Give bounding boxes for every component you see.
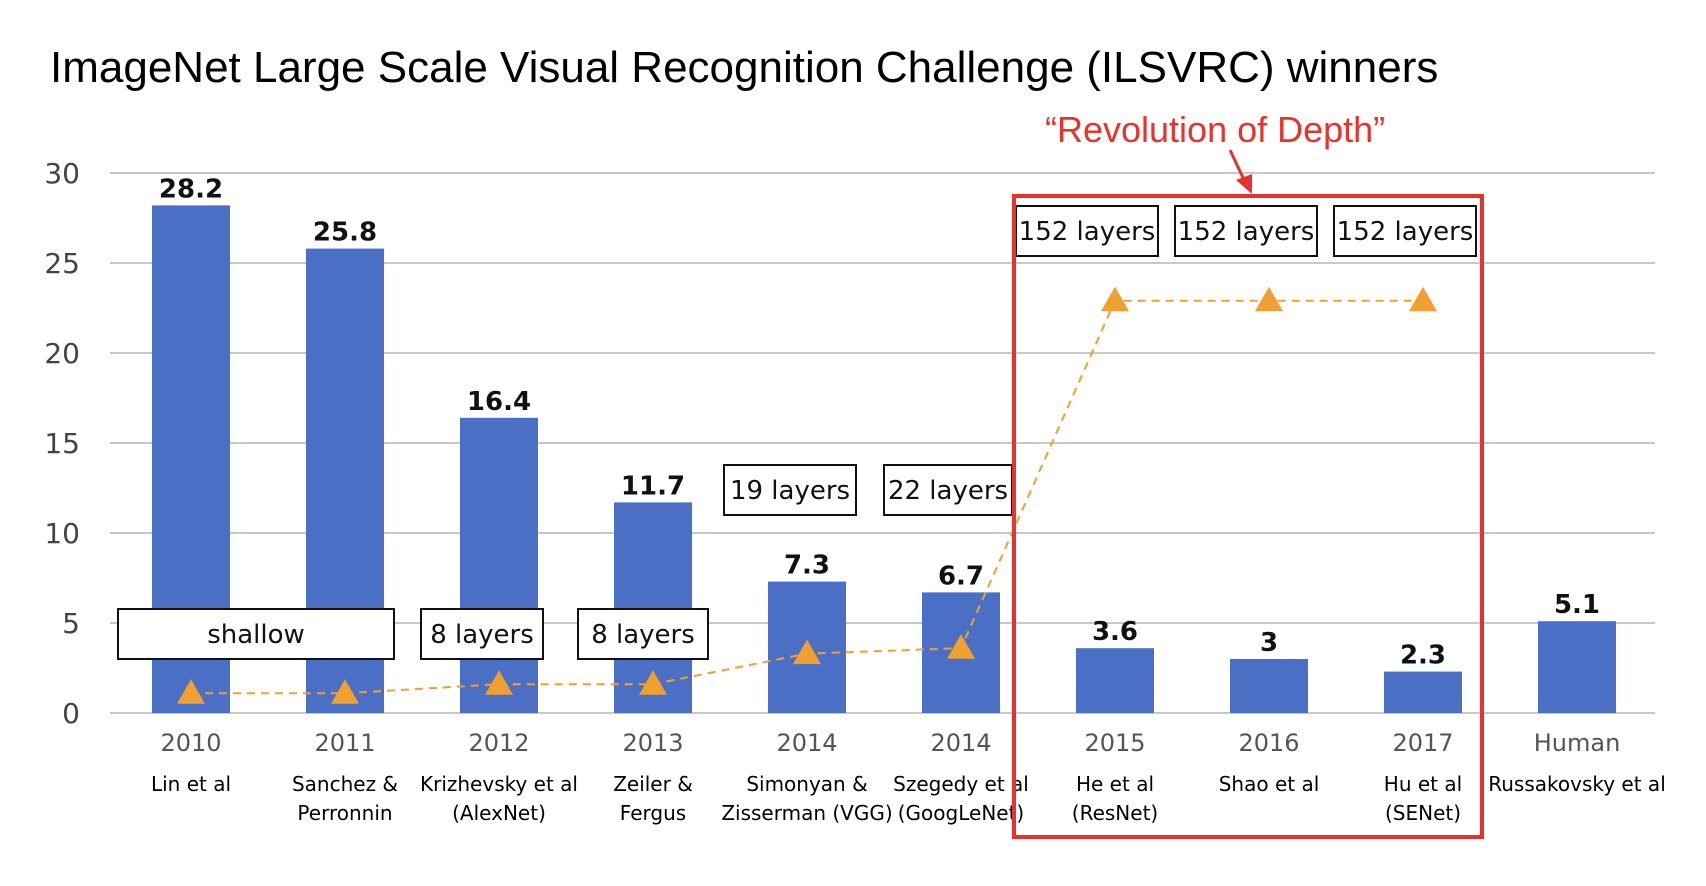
highlight-box — [1012, 194, 1484, 839]
value-label: 16.4 — [467, 387, 531, 417]
y-tick-label: 30 — [44, 157, 80, 190]
author-label: Perronnin — [297, 801, 392, 825]
author-label: Zeiler & — [613, 772, 693, 796]
author-label: Hu et al — [1384, 772, 1462, 796]
value-label: 25.8 — [313, 218, 377, 248]
author-label: Shao et al — [1219, 772, 1320, 796]
x-tick-label: 2017 — [1392, 729, 1453, 757]
bar — [460, 417, 538, 713]
author-label: Lin et al — [151, 772, 231, 796]
depth-marker — [1255, 286, 1283, 312]
depth-label-box — [1174, 205, 1318, 257]
author-label: Fergus — [620, 801, 686, 825]
callout-arrow-head — [1236, 174, 1252, 194]
value-label: 5.1 — [1554, 590, 1600, 620]
y-tick-label: 10 — [44, 517, 80, 550]
x-tick-label: 2014 — [776, 729, 837, 757]
depth-label-box — [117, 608, 395, 660]
bar — [1384, 671, 1462, 713]
author-label: (ResNet) — [1072, 801, 1158, 825]
bar — [1230, 659, 1308, 713]
chart-title: ImageNet Large Scale Visual Recognition … — [50, 43, 1438, 92]
depth-label-text: 8 layers — [430, 620, 534, 650]
value-label: 3 — [1260, 628, 1278, 658]
author-label: Zisserman (VGG) — [721, 801, 892, 825]
depth-marker — [177, 679, 205, 704]
depth-label-box — [723, 464, 857, 516]
callout-arrow-shaft — [1228, 149, 1247, 183]
depth-label-text: 152 layers — [1178, 217, 1315, 247]
depth-marker — [793, 639, 821, 665]
depth-marker — [1101, 286, 1129, 312]
y-tick-label: 5 — [62, 607, 80, 640]
depth-label-box — [577, 608, 709, 660]
depth-label-text: 22 layers — [888, 476, 1008, 506]
value-label: 6.7 — [938, 561, 984, 591]
revolution-highlight — [1012, 149, 1484, 839]
x-tick-label: 2012 — [468, 729, 529, 757]
x-axis-ticks: 2010 2011 2012 2013 2014 2014 2015 2016 2017 Huma… — [160, 729, 1620, 757]
value-label: 11.7 — [621, 471, 685, 501]
y-tick-label: 15 — [44, 427, 80, 460]
depth-label-box — [883, 464, 1013, 516]
y-tick-label: 25 — [44, 247, 80, 280]
depth-label-text: 8 layers — [591, 620, 695, 650]
value-label: 28.2 — [159, 174, 223, 204]
depth-marker — [947, 634, 975, 659]
x-tick-label: 2011 — [314, 729, 375, 757]
depth-label-box — [420, 608, 544, 660]
author-label: Russakovsky et al — [1488, 772, 1666, 796]
y-tick-label: 20 — [44, 337, 80, 370]
value-label: 2.3 — [1400, 641, 1446, 671]
depth-marker — [485, 670, 513, 695]
depth-marker — [331, 679, 359, 704]
author-label: Szegedy et al — [893, 772, 1029, 796]
depth-label-text: 152 layers — [1019, 217, 1156, 247]
author-label: Krizhevsky et al — [420, 772, 578, 796]
depth-label-box — [1015, 205, 1159, 257]
x-tick-label: 2015 — [1084, 729, 1145, 757]
value-labels: 28.2 25.8 16.4 11.7 7.3 6.7 3.6 3 2.3 5.1 — [159, 174, 1600, 670]
bar — [1076, 648, 1154, 713]
author-label: (GoogLeNet) — [898, 801, 1024, 825]
author-label: Sanchez & — [292, 772, 398, 796]
depth-label-text: 19 layers — [730, 476, 850, 506]
callout-label: “Revolution of Depth” — [1045, 109, 1385, 150]
value-label: 7.3 — [784, 551, 830, 581]
x-tick-label: 2014 — [930, 729, 991, 757]
x-tick-label: 2010 — [160, 729, 221, 757]
depth-marker — [1409, 286, 1437, 312]
y-axis-ticks: 0 5 10 15 20 25 30 — [44, 157, 80, 730]
x-tick-label: 2013 — [622, 729, 683, 757]
depth-label-boxes: shallow 8 layers 8 layers 19 layers 22 layer… — [117, 205, 1477, 660]
author-labels: Lin et al Sanchez & Perronnin Krizhevsky et… — [151, 772, 1666, 825]
depth-label-box — [1333, 205, 1477, 257]
y-tick-label: 0 — [62, 697, 80, 730]
depth-marker — [639, 670, 667, 695]
author-label: Simonyan & — [746, 772, 867, 796]
value-label: 3.6 — [1092, 617, 1138, 647]
author-label: He et al — [1076, 772, 1154, 796]
author-label: (AlexNet) — [452, 801, 546, 825]
x-tick-label: 2016 — [1238, 729, 1299, 757]
depth-label-text: 152 layers — [1337, 217, 1474, 247]
author-label: (SENet) — [1385, 801, 1461, 825]
x-tick-label: Human — [1534, 729, 1621, 757]
depth-line-series — [177, 286, 1437, 704]
bar — [1538, 621, 1616, 713]
depth-label-text: shallow — [207, 620, 305, 650]
